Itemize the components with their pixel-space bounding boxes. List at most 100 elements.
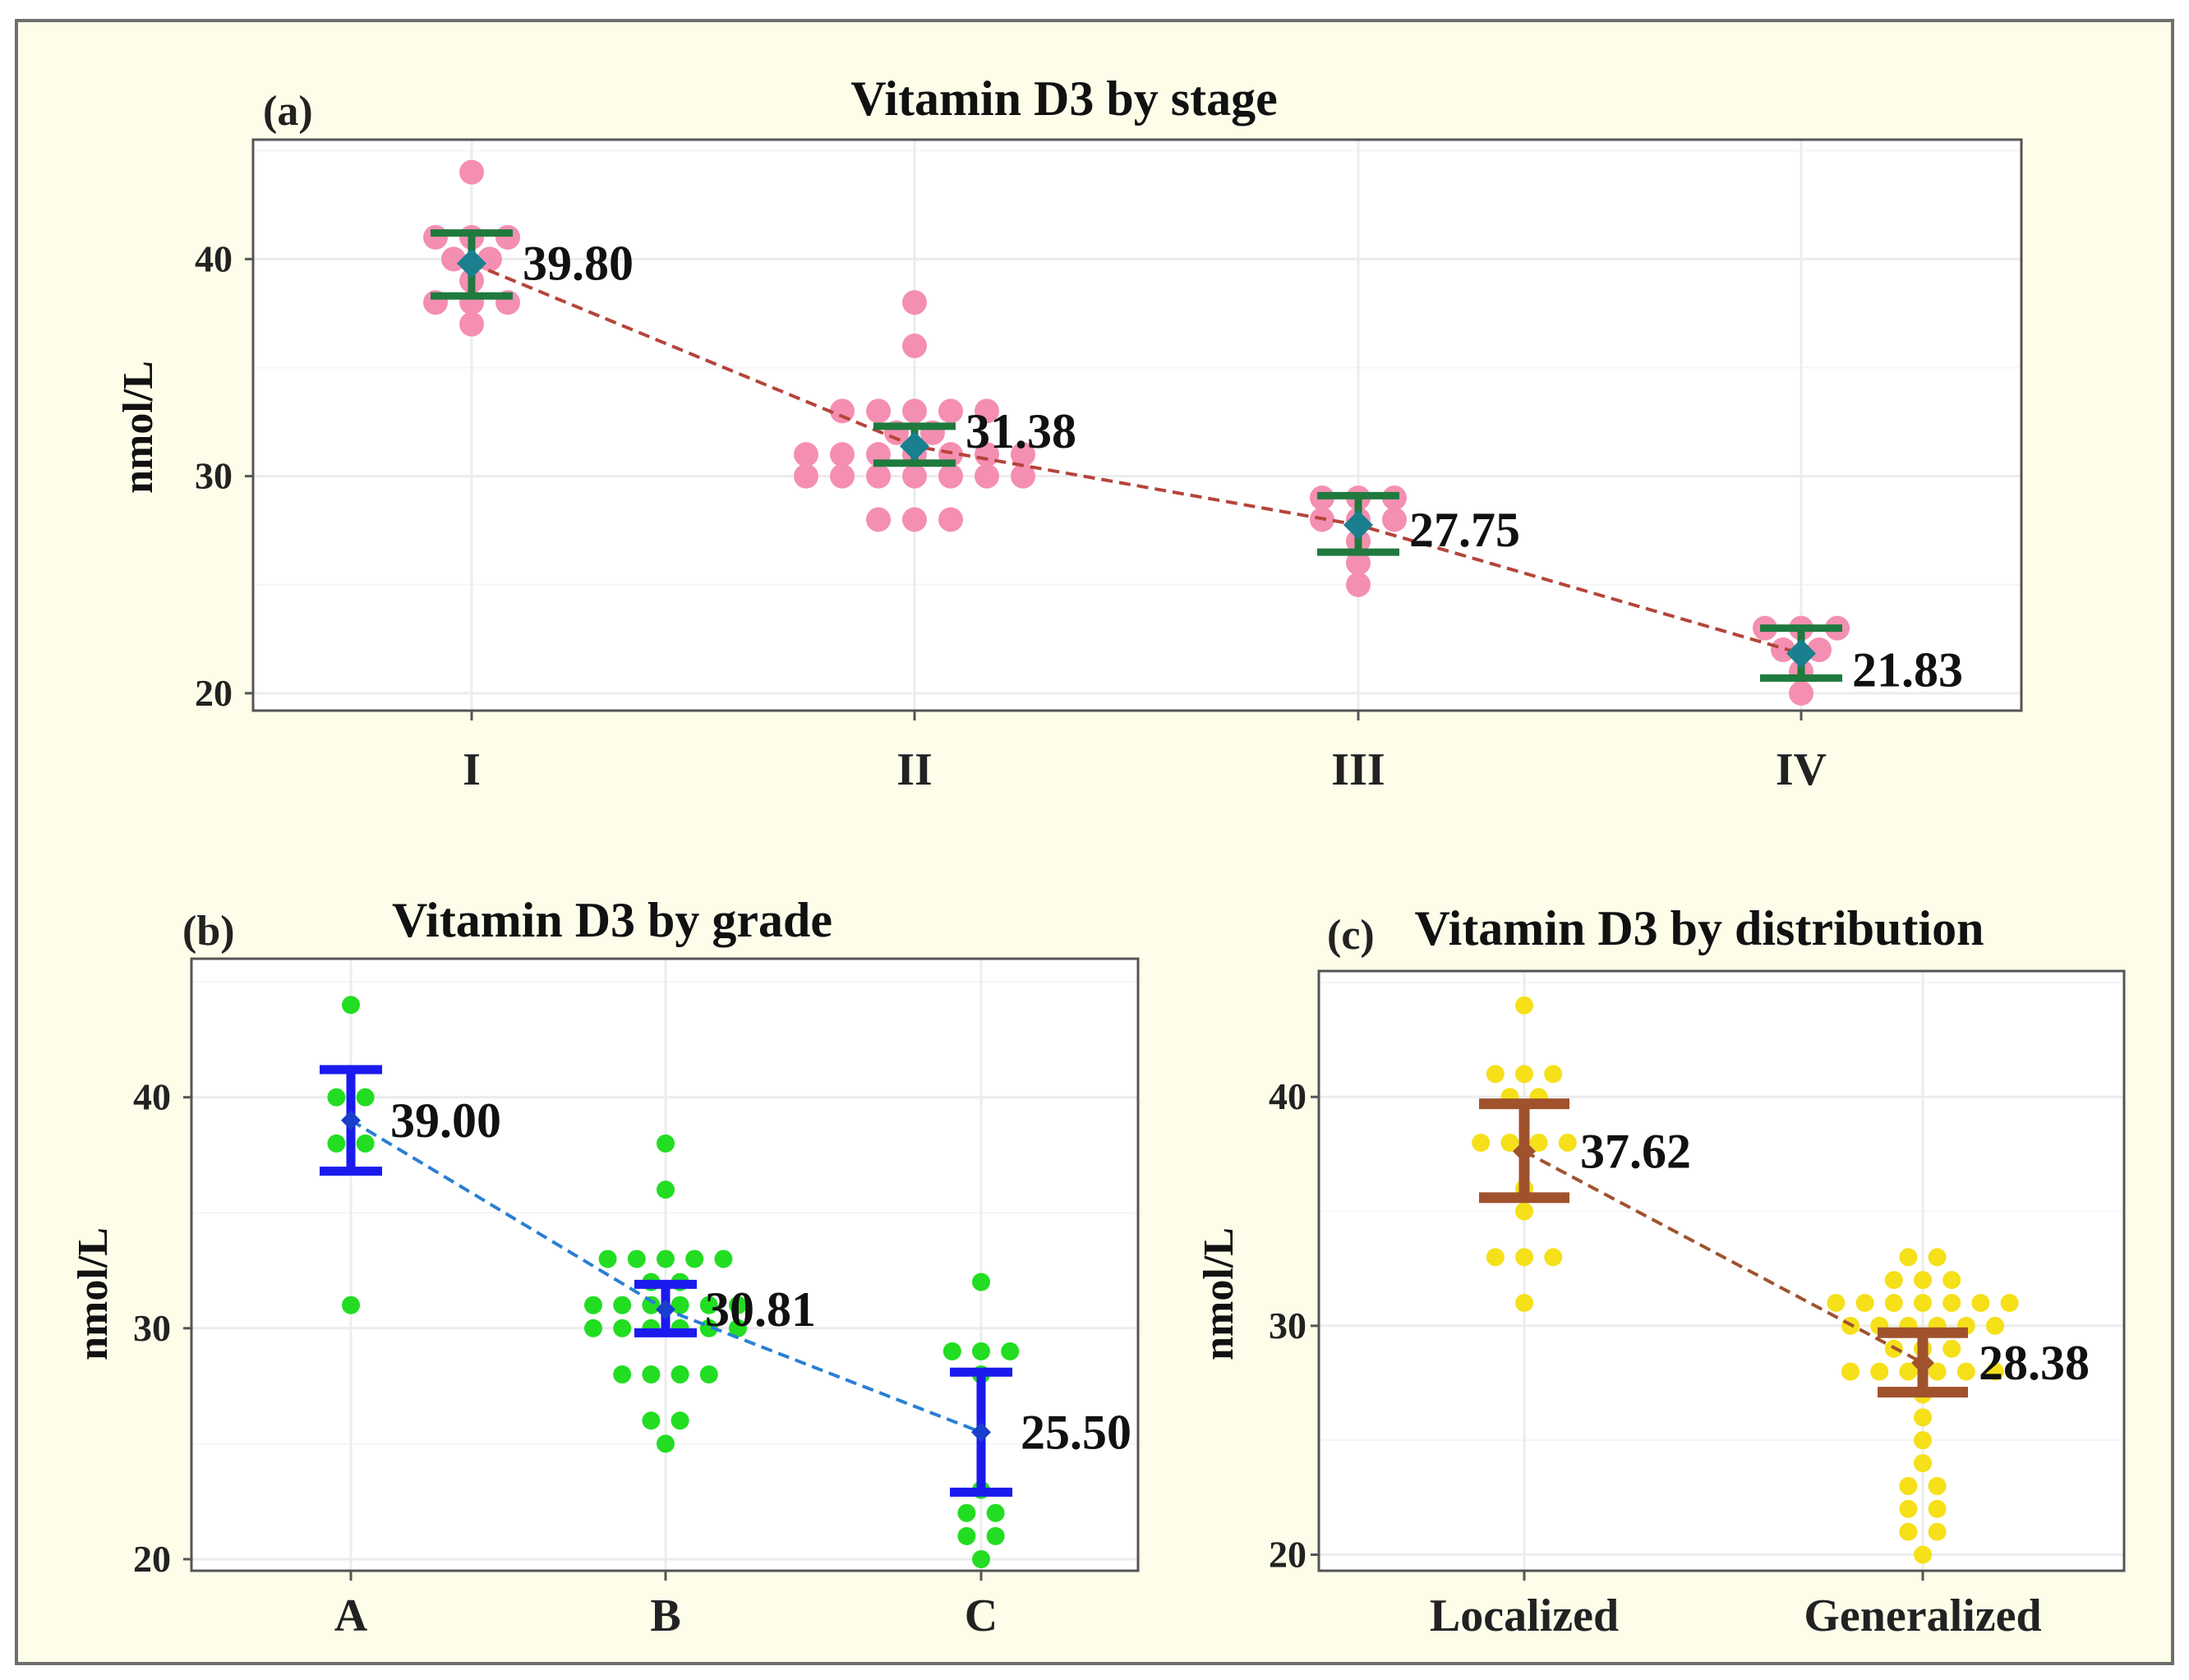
data-point [613,1296,632,1314]
data-point [1870,1362,1889,1381]
data-point [975,442,999,467]
data-point [1011,442,1035,467]
data-point [1515,1065,1533,1084]
mean-label: 21.83 [1852,643,1963,697]
data-point [1544,1248,1563,1267]
y-tick-label: 30 [1269,1305,1306,1346]
panel-tag: (b) [182,908,235,955]
data-point [1928,1476,1947,1495]
data-point [657,1181,675,1199]
x-tick-label: Generalized [1804,1590,2041,1641]
data-point [1914,1454,1932,1473]
data-point [584,1296,602,1314]
data-point [830,442,855,467]
data-point [2000,1294,2019,1313]
data-point [657,1250,675,1268]
mean-marker [656,1300,675,1320]
data-point [866,507,891,532]
data-point [1914,1408,1932,1427]
data-point [342,996,360,1015]
data-point [1001,1342,1020,1360]
data-point [1789,680,1813,706]
data-point [1500,1133,1519,1152]
data-point [866,463,891,489]
data-point [423,224,448,250]
data-point [957,1503,976,1522]
data-point [1914,1431,1932,1450]
data-point [459,159,484,185]
y-tick-label: 40 [133,1076,171,1118]
x-tick-label: II [896,744,933,795]
data-point [613,1319,632,1337]
chart-title: Vitamin D3 by distribution [1415,901,1984,955]
data-point [1855,1294,1874,1313]
y-tick-label: 40 [195,237,233,279]
data-point [342,1296,360,1314]
data-point [794,442,818,467]
mean-marker [1343,510,1373,541]
chart-title: Vitamin D3 by stage [850,71,1277,126]
chart-title: Vitamin D3 by grade [392,893,832,947]
data-point [1884,1294,1903,1313]
mean-marker [971,1422,991,1443]
plot-area [253,140,2021,711]
data-point [642,1296,661,1314]
data-point [902,334,927,359]
data-point [938,398,963,424]
data-point [699,1365,718,1384]
x-tick-label: Localized [1430,1590,1619,1641]
data-point [1986,1362,2004,1381]
data-point [1486,1248,1505,1267]
data-point [671,1296,689,1314]
data-point [1827,1294,1846,1313]
data-point [1942,1339,1961,1358]
y-tick-label: 20 [195,672,233,714]
data-point [866,398,891,424]
data-point [729,1296,747,1314]
data-point [1914,1294,1932,1313]
mean-marker [1513,1139,1536,1163]
data-point [1486,1065,1505,1084]
data-point [1346,550,1371,576]
panel-tag: (a) [263,88,313,135]
panel-grade: (b) Vitamin D3 by grade nmol/L 39.00 30.8… [70,893,1140,1641]
data-point [1914,1271,1932,1290]
mean-marker [900,431,929,462]
data-point [957,1526,976,1545]
x-tick-label: C [965,1590,998,1641]
data-point [1942,1294,1961,1313]
data-point [642,1411,661,1430]
data-point [1986,1316,2004,1335]
data-point [1472,1133,1491,1152]
data-point [794,463,818,489]
data-point [671,1365,689,1384]
panel-stage: (a) Vitamin D3 by stage nmol/L 39.80 31.3… [115,71,2023,795]
data-point [938,507,963,532]
data-point [1899,1522,1918,1541]
data-point [627,1250,646,1268]
data-point [902,507,927,532]
data-point [830,463,855,489]
x-tick-label: IV [1776,744,1827,795]
data-point [613,1365,632,1384]
data-point [902,290,927,315]
mean-marker [457,248,486,278]
data-point [356,1088,375,1107]
data-point [685,1250,704,1268]
data-point [1956,1362,1975,1381]
mean-label: 39.00 [390,1093,501,1148]
data-point [1928,1522,1947,1541]
mean-label: 25.50 [1021,1405,1131,1459]
data-point [1515,1294,1533,1313]
data-point [1928,1362,1947,1381]
mean-label: 31.38 [965,404,1076,458]
data-point [1899,1476,1918,1495]
y-axis-label: nmol/L [1196,1227,1242,1360]
y-tick-label: 20 [133,1538,171,1580]
plot-border [251,138,2023,712]
data-point [975,463,999,489]
mean-label: 39.80 [523,237,634,291]
panel-tag: (c) [1327,912,1375,959]
mean-label: 27.75 [1409,503,1520,557]
data-point [1544,1065,1563,1084]
